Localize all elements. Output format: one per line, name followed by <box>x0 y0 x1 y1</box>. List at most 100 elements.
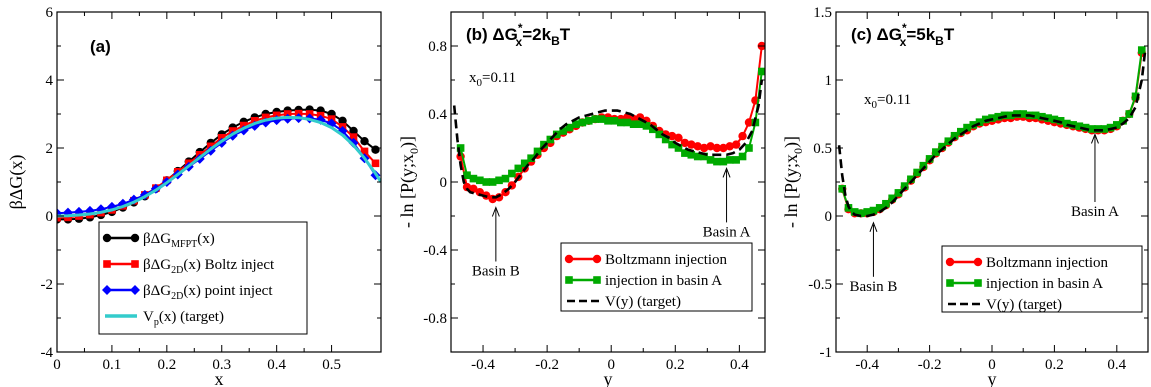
y-tick-label: -4 <box>41 345 54 361</box>
x-axis-label: y <box>604 369 613 387</box>
y-tick-label: 1.5 <box>813 5 832 21</box>
data-point <box>604 117 612 125</box>
x-tick-label: -0.4 <box>855 357 879 373</box>
panel-label: (a) <box>90 37 111 56</box>
data-point <box>348 137 359 148</box>
y-tick-label: 4 <box>46 73 54 89</box>
legend-label: Boltzmann injection <box>986 255 1109 271</box>
data-point <box>261 113 270 122</box>
data-point <box>731 140 741 149</box>
legend-label: βΔG2D(x) Boltz inject <box>143 257 275 276</box>
data-point <box>617 118 625 127</box>
legend-marker <box>565 276 573 284</box>
data-point <box>1113 121 1121 129</box>
annotation-arrowhead <box>491 206 500 217</box>
data-point <box>963 123 971 132</box>
data-point <box>469 174 478 183</box>
data-point <box>1038 112 1046 121</box>
legend-box <box>560 242 753 312</box>
x-tick-label: 0 <box>988 357 996 373</box>
data-point <box>700 152 708 161</box>
data-point <box>326 118 337 129</box>
data-point <box>1013 110 1021 118</box>
data-point <box>476 176 484 185</box>
data-point <box>757 67 765 76</box>
series-line-2 <box>57 112 377 219</box>
legend-label: Boltzmann injection <box>605 252 728 268</box>
data-point <box>572 120 580 128</box>
annotation-arrowhead <box>722 167 731 178</box>
data-point <box>360 137 369 146</box>
data-point <box>565 123 574 132</box>
series-line-2 <box>459 71 763 183</box>
x-tick-label: 0 <box>53 357 61 373</box>
data-point <box>578 118 587 127</box>
data-point <box>217 134 226 142</box>
data-point <box>250 117 259 125</box>
x-tick-label: 0.4 <box>730 357 749 373</box>
plot-area <box>57 105 381 224</box>
data-point <box>680 138 690 148</box>
data-point <box>693 142 702 151</box>
y-tick-label: 0.4 <box>428 107 447 123</box>
y-axis-label: - ln [P(y;x0)] <box>781 136 805 228</box>
x-axis-label: x <box>215 369 224 387</box>
x-tick-label: 0.2 <box>157 357 176 373</box>
data-point <box>732 156 740 164</box>
plot-area <box>452 41 765 204</box>
data-point <box>745 144 753 152</box>
legend-label: injection in basin A <box>986 276 1103 292</box>
y-tick-label: 0 <box>440 175 448 191</box>
data-point <box>712 143 722 153</box>
data-point <box>655 130 664 139</box>
data-point <box>975 118 984 126</box>
data-point <box>932 148 940 156</box>
data-point <box>642 122 651 130</box>
data-point <box>681 149 689 157</box>
data-point <box>1056 117 1065 125</box>
data-point <box>875 204 884 212</box>
data-point <box>338 116 347 126</box>
legend: Boltzmann injection injection in basin A V… <box>560 242 753 312</box>
data-point <box>713 157 721 166</box>
annotation-arrowhead <box>869 221 878 232</box>
data-point <box>527 154 535 162</box>
data-point <box>850 208 859 216</box>
data-point <box>725 156 734 164</box>
data-point <box>913 168 921 177</box>
data-point <box>668 140 676 149</box>
data-point <box>1100 125 1109 133</box>
data-point <box>900 182 909 190</box>
data-point <box>1137 46 1146 54</box>
chart-panel-1: 0 0.1 0.2 0.3 0.4 0.5 -4 -2 0 2 4 6 x βΔG(x) (a) βΔGMFP… <box>6 5 382 387</box>
data-point <box>925 155 934 163</box>
data-point <box>693 152 702 161</box>
annotation-label: Basin A <box>1071 204 1119 220</box>
legend-marker <box>973 257 983 267</box>
data-point <box>938 142 946 151</box>
data-point <box>674 133 683 142</box>
annotation-label: Basin B <box>472 264 520 280</box>
y-tick-label: 6 <box>46 5 54 21</box>
legend-marker <box>564 254 574 264</box>
data-point <box>687 151 696 159</box>
x-tick-label: 0.4 <box>267 357 286 373</box>
data-point <box>687 140 696 149</box>
x-tick-label: 0.3 <box>212 357 231 373</box>
y-tick-label: -0.8 <box>423 311 447 327</box>
data-point <box>629 120 638 128</box>
data-point <box>494 193 504 202</box>
data-point <box>1006 111 1015 120</box>
x0-annotation: x0=0.11 <box>864 92 911 111</box>
series-line-3 <box>452 79 764 199</box>
data-point <box>706 142 715 151</box>
x-tick-label: 0 <box>607 357 615 373</box>
y-tick-label: -2 <box>41 277 54 293</box>
legend-marker <box>130 285 140 295</box>
series-line-4 <box>57 115 381 218</box>
data-point <box>371 145 380 154</box>
y-tick-label: 0 <box>46 209 54 225</box>
legend-marker <box>103 260 111 268</box>
legend-box <box>941 245 1143 313</box>
data-point <box>636 120 644 128</box>
